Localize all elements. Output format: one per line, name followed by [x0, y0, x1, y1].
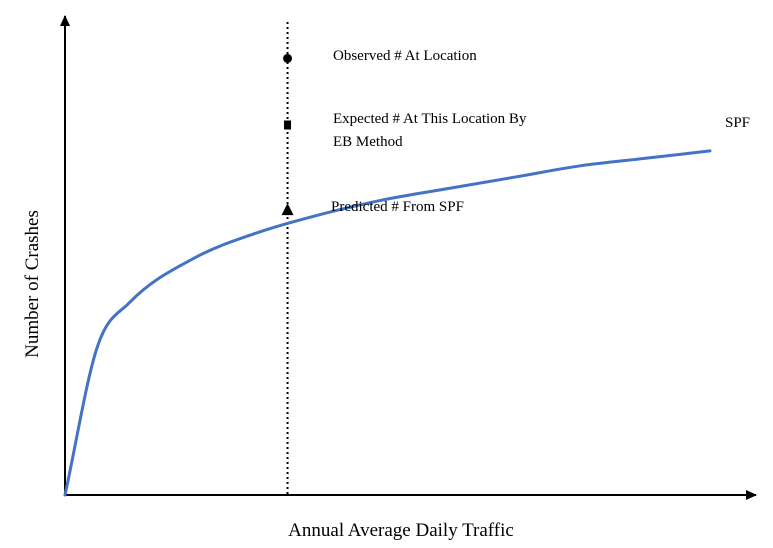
spf-curve — [63, 149, 712, 497]
x-axis-label: Annual Average Daily Traffic — [288, 520, 514, 541]
observed-label: Observed # At Location — [333, 48, 477, 64]
predicted-point-marker — [281, 203, 294, 216]
expected-label-line-2: EB Method — [333, 134, 403, 150]
y-axis-label: Number of Crashes — [22, 210, 43, 358]
spf-series-label: SPF — [725, 115, 751, 131]
expected-label-line-1: Expected # At This Location By — [333, 111, 527, 127]
expected-point-marker — [284, 120, 292, 130]
plot-layer — [60, 15, 757, 500]
predicted-label: Predicted # From SPF — [331, 199, 464, 215]
observed-point-marker — [283, 53, 293, 63]
